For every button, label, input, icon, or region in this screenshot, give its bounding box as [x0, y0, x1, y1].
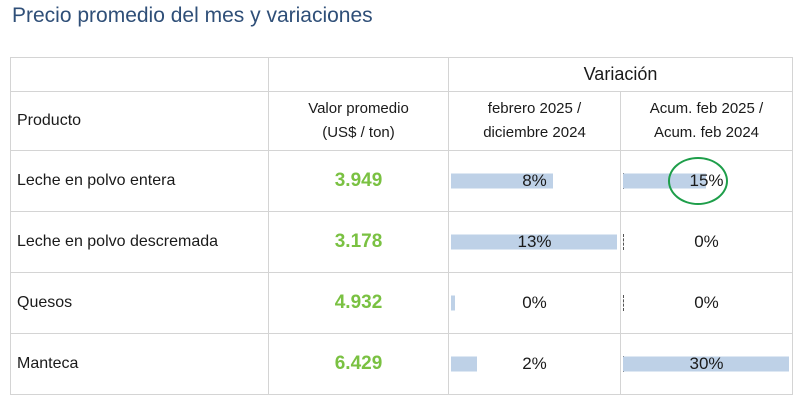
acum-cell: 0% [620, 211, 793, 273]
producto-cell: Leche en polvo entera [10, 150, 269, 212]
mensual-value: 13% [517, 232, 552, 251]
highlight-circle [668, 157, 728, 205]
table-row: Leche en polvo descremada 3.178 13% 0% [10, 211, 793, 273]
acum-value: 30% [689, 354, 724, 373]
variacion-header: Variación [448, 57, 793, 92]
zero-axis-line [623, 234, 624, 250]
page-title: Precio promedio del mes y variaciones [12, 4, 373, 27]
producto-cell: Manteca [10, 333, 269, 395]
mensual-value: 8% [522, 171, 547, 190]
mensual-cell: 2% [448, 333, 621, 395]
header-row: Producto Valor promedio (US$ / ton) febr… [10, 91, 793, 151]
table-row: Leche en polvo entera 3.949 8% 15% [10, 150, 793, 212]
mensual-bar [451, 234, 617, 250]
acum-cell: 0% [620, 272, 793, 334]
acum-header-line1: Acum. feb 2025 / [649, 100, 764, 117]
valor-header-line1: Valor promedio [308, 100, 409, 117]
acum-header-line2: Acum. feb 2024 [653, 124, 760, 141]
producto-cell: Quesos [10, 272, 269, 334]
mensual-bar [451, 295, 455, 311]
mensual-cell: 13% [448, 211, 621, 273]
acum-cell: 15% [620, 150, 793, 212]
mensual-value: 0% [522, 293, 547, 312]
zero-axis-line [623, 295, 624, 311]
mensual-header: febrero 2025 / diciembre 2024 [448, 91, 621, 151]
mensual-bar [451, 173, 553, 189]
mensual-header-line2: diciembre 2024 [483, 124, 586, 141]
valor-cell: 3.949 [268, 150, 449, 212]
mensual-bar [451, 356, 477, 372]
producto-header: Producto [10, 91, 269, 151]
header-row-group: Variación [10, 57, 793, 92]
acum-header: Acum. feb 2025 / Acum. feb 2024 [620, 91, 793, 151]
acum-bar [623, 356, 789, 372]
valor-cell: 3.178 [268, 211, 449, 273]
table-row: Quesos 4.932 0% 0% [10, 272, 793, 334]
producto-cell: Leche en polvo descremada [10, 211, 269, 273]
valor-header: Valor promedio (US$ / ton) [268, 91, 449, 151]
acum-value: 0% [694, 293, 719, 312]
mensual-value: 2% [522, 354, 547, 373]
mensual-header-line1: febrero 2025 / [487, 100, 582, 117]
acum-cell: 30% [620, 333, 793, 395]
header-empty-cell [10, 57, 269, 92]
acum-value: 0% [694, 232, 719, 251]
valor-cell: 4.932 [268, 272, 449, 334]
header-empty-cell [268, 57, 449, 92]
valor-header-line2: (US$ / ton) [322, 124, 395, 141]
mensual-cell: 8% [448, 150, 621, 212]
mensual-cell: 0% [448, 272, 621, 334]
price-table: Variación Producto Valor promedio (US$ /… [10, 57, 793, 395]
table-row: Manteca 6.429 2% 30% [10, 333, 793, 395]
valor-cell: 6.429 [268, 333, 449, 395]
